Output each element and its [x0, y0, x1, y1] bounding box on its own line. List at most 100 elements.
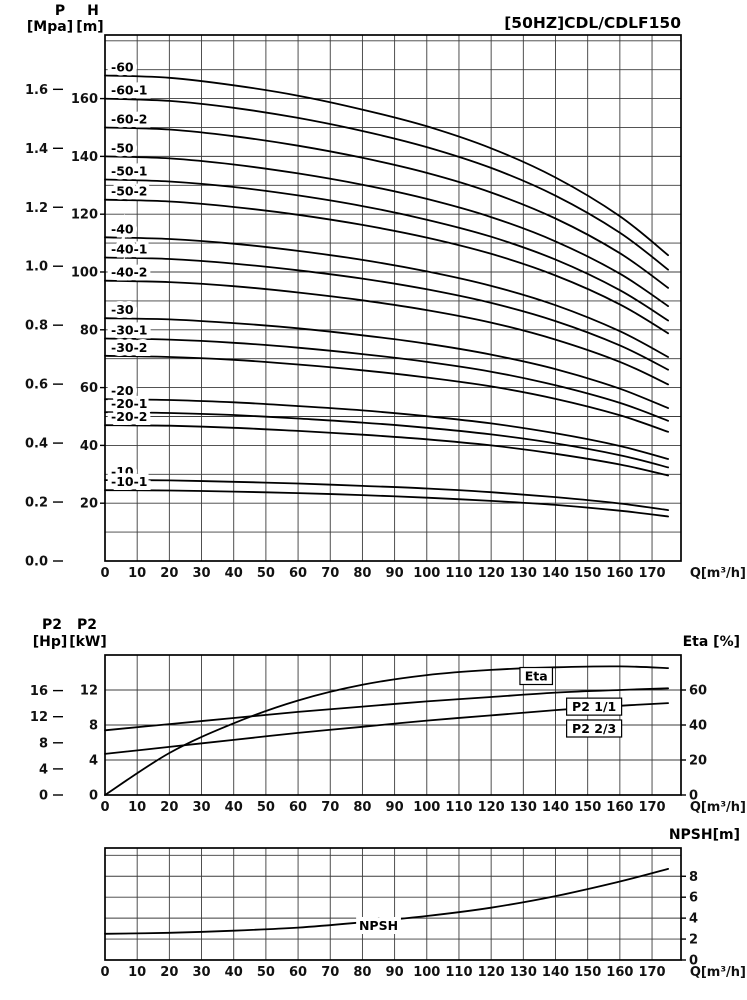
annotation-Eta: Eta [525, 669, 548, 684]
curve-label--50-2-halo: -50-2 [111, 184, 147, 199]
annotation-NPSH-halo: NPSH [359, 918, 398, 933]
curve-label--20-2: -20-2 [111, 409, 147, 424]
x-tick-label: 100 [413, 566, 440, 581]
x-tick-label: 170 [638, 566, 665, 581]
eta-axis-title: Eta [%] [683, 634, 740, 650]
curve--10 [104, 479, 669, 511]
annotation-box [519, 666, 554, 686]
x-tick-label: 90 [386, 800, 404, 815]
x-tick-label: 50 [257, 965, 275, 980]
curve--40 [104, 236, 669, 358]
curve-label--50-2: -50-2 [111, 184, 147, 199]
p-axis-unit: [Mpa] [27, 19, 73, 35]
x-tick-label: 60 [289, 566, 307, 581]
x-tick-label: 80 [353, 800, 371, 815]
curve-label--20-1-halo: -20-1 [111, 396, 147, 411]
curve--60-2 [104, 126, 669, 289]
x-tick-label: 110 [445, 965, 472, 980]
chart-title: [50HZ]CDL/CDLF150 [504, 14, 681, 32]
curve-label--30-2-halo: -30-2 [111, 340, 147, 355]
curve--30-1 [104, 337, 669, 422]
hp-tick-label: 16 [30, 684, 48, 699]
p2-kw-axis-unit: [kW] [69, 634, 107, 650]
curve--60 [104, 74, 669, 257]
q-axis-unit-top: Q[m³/h] [690, 566, 746, 581]
p2-hp-axis-unit: [Hp] [33, 634, 68, 650]
curve-label--10-1: -10-1 [111, 474, 147, 489]
p-tick-label: 0.2 [25, 496, 48, 511]
curve-label--30: -30 [111, 302, 134, 317]
curve-label--50: -50 [111, 140, 134, 155]
eta-tick-label: 40 [689, 719, 707, 734]
x-tick-label: 150 [574, 566, 601, 581]
kw-tick-label: 12 [80, 684, 98, 699]
h-axis-unit: [m] [76, 19, 103, 35]
npsh-tick-label: 0 [689, 954, 698, 969]
h-tick-label: 20 [80, 497, 98, 512]
annotation-NPSH: NPSH [359, 918, 398, 933]
curve-label--10-halo: -10 [111, 464, 134, 479]
x-tick-label: 70 [321, 566, 339, 581]
curve-label--40-1-halo: -40-1 [111, 242, 147, 257]
h-tick-label: 60 [80, 381, 98, 396]
x-tick-label: 170 [638, 965, 665, 980]
annotation-box [566, 719, 623, 738]
kw-tick-label: 4 [89, 754, 98, 769]
p-tick-label: 0.0 [25, 555, 48, 570]
h-tick-label: 140 [71, 150, 98, 165]
curve--40-1 [104, 256, 669, 371]
p-tick-label: 1.2 [25, 201, 48, 216]
x-tick-label: 150 [574, 800, 601, 815]
npsh-axis-title: NPSH[m] [669, 827, 740, 843]
x-tick-label: 20 [160, 800, 178, 815]
x-tick-label: 80 [353, 965, 371, 980]
plot-border [104, 34, 682, 562]
hp-tick-label: 8 [39, 736, 48, 751]
x-tick-label: 50 [257, 566, 275, 581]
curve-label--40: -40 [111, 221, 134, 236]
hp-tick-label: 0 [39, 789, 48, 804]
curve-label--30-halo: -30 [111, 302, 134, 317]
curve-NPSH [104, 868, 669, 935]
curve-label--60-2-halo: -60-2 [111, 111, 147, 126]
curve-label--10: -10 [111, 464, 134, 479]
x-tick-label: 100 [413, 800, 440, 815]
x-tick-label: 140 [542, 800, 569, 815]
x-tick-label: 160 [606, 800, 633, 815]
p-tick-label: 1.0 [25, 260, 48, 275]
x-tick-label: 40 [225, 566, 243, 581]
x-tick-label: 140 [542, 566, 569, 581]
h-tick-label: 160 [71, 92, 98, 107]
curve--40-2 [104, 279, 669, 386]
x-tick-label: 40 [225, 800, 243, 815]
x-tick-label: 30 [192, 800, 210, 815]
x-tick-label: 30 [192, 566, 210, 581]
curve-label--40-2-halo: -40-2 [111, 265, 147, 280]
x-tick-label: 0 [100, 965, 109, 980]
p-tick-label: 1.4 [25, 142, 48, 157]
x-tick-label: 130 [510, 965, 537, 980]
x-tick-label: 120 [478, 800, 505, 815]
x-tick-label: 90 [386, 566, 404, 581]
kw-tick-label: 8 [89, 719, 98, 734]
h-axis-title: H [87, 3, 99, 19]
x-tick-label: 110 [445, 800, 472, 815]
x-tick-label: 40 [225, 965, 243, 980]
hp-tick-label: 4 [39, 762, 48, 777]
curve-label--30-1: -30-1 [111, 322, 147, 337]
curve-label--50-halo: -50 [111, 140, 134, 155]
hp-tick-label: 12 [30, 710, 48, 725]
head-capacity-chart: 0 10 20 30 40 50 60 70 80 90 100 110 120 130 140 150 160… [25, 34, 682, 581]
curve--50-1 [104, 178, 669, 322]
x-tick-label: 130 [510, 800, 537, 815]
x-tick-label: 170 [638, 800, 665, 815]
curve-label--60-1: -60-1 [111, 83, 147, 98]
npsh-tick-label: 4 [689, 912, 698, 927]
x-tick-label: 0 [100, 800, 109, 815]
curve-label--40-halo: -40 [111, 221, 134, 236]
curve-label--20-2-halo: -20-2 [111, 409, 147, 424]
x-tick-label: 80 [353, 566, 371, 581]
curve-label--50-1-halo: -50-1 [111, 164, 147, 179]
